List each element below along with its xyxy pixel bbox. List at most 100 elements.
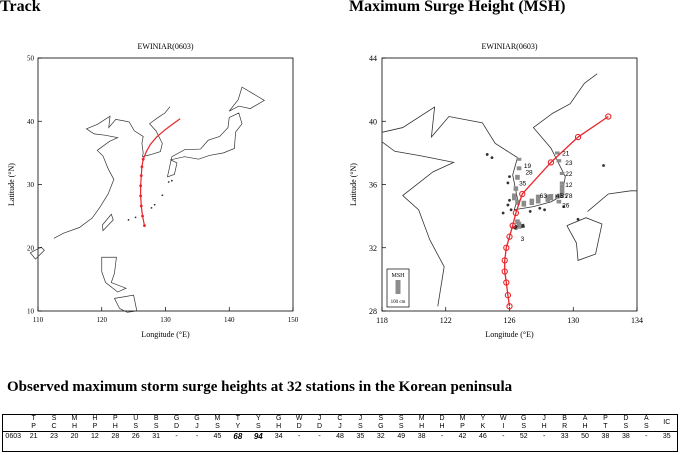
station-code-letter: J — [542, 415, 546, 422]
surge-value: 68 — [227, 431, 249, 441]
station-code-letter: P — [31, 423, 36, 430]
station-code-letter: C — [337, 415, 343, 422]
msh-track-point — [605, 113, 612, 120]
surge-bar — [521, 200, 527, 207]
surge-value: 20 — [64, 431, 85, 441]
ryukyu-island — [161, 194, 164, 197]
china-coastline — [381, 141, 456, 307]
surge-label: 22 — [565, 171, 573, 178]
surge-value: - — [166, 431, 187, 441]
liaodong-coastline — [381, 106, 518, 158]
ryukyu-island — [167, 181, 170, 183]
surge-bar — [515, 174, 520, 180]
track-point — [141, 214, 144, 218]
surge-bar — [555, 194, 560, 199]
station-code-letter: H — [276, 423, 282, 430]
surge-label: 21 — [562, 150, 570, 157]
surge-value: 28 — [105, 431, 126, 441]
island — [508, 198, 511, 202]
track-heading: Track — [0, 0, 41, 15]
station-code: IC — [657, 415, 678, 432]
station-code-letter: W — [295, 415, 303, 422]
island — [528, 209, 532, 213]
surge-value: 35 — [656, 431, 677, 441]
island — [485, 153, 489, 156]
surge-value: 35 — [350, 431, 371, 441]
station-code-letter: S — [51, 415, 57, 422]
station-code-letter: A — [643, 415, 649, 422]
station-code-letter: S — [255, 423, 261, 430]
station-code-letter: D — [317, 423, 323, 430]
station-code-letter: S — [153, 423, 159, 430]
msh-legend-label: MSH — [391, 273, 405, 279]
station-code-letter: T — [31, 415, 36, 422]
station-code-letter: K — [480, 423, 486, 430]
surge-bar — [559, 171, 565, 176]
ryukyu-island — [134, 216, 137, 219]
station-code-letter: R — [562, 423, 568, 430]
surge-label: 19 — [524, 163, 532, 170]
surge-value: - — [186, 431, 208, 441]
x-tick-label: 150 — [288, 316, 299, 324]
station-code-letter: H — [71, 423, 77, 430]
station-code-letter: Y — [480, 415, 486, 422]
station-code-letter: H — [92, 415, 98, 422]
island — [562, 205, 566, 209]
x-tick-label: 130 — [160, 316, 171, 324]
y-tick-label: 30 — [27, 181, 35, 189]
island — [506, 181, 510, 185]
track-point — [139, 204, 143, 208]
surge-bar — [515, 219, 520, 225]
station-code-letter: H — [541, 423, 547, 430]
station-code-letter: P — [603, 415, 608, 422]
surge-label: 23 — [565, 160, 573, 167]
surge-bar — [559, 181, 565, 185]
track-coastline — [53, 106, 171, 239]
surge-value: 34 — [268, 431, 289, 441]
track-map-title: EWINIAR(0603) — [138, 42, 194, 51]
station-code-letter: S — [215, 423, 220, 430]
y-tick-label: 50 — [27, 55, 35, 63]
surge-bar — [515, 199, 520, 206]
ryukyu-island — [153, 203, 156, 206]
station-code-letter: I — [502, 423, 505, 430]
y-tick-label: 32 — [369, 244, 377, 253]
surge-bar — [511, 193, 517, 201]
surge-bar — [516, 157, 522, 161]
surge-label: 63 — [540, 193, 548, 200]
msh-track-point — [506, 233, 513, 240]
surge-bar — [555, 151, 560, 155]
track-map-frame — [37, 57, 294, 312]
y-tick-label: 36 — [369, 181, 377, 190]
station-code-letter: G — [521, 415, 527, 422]
msh-track-point — [574, 133, 582, 141]
surge-value: 46 — [472, 431, 494, 441]
surge-value: - — [636, 431, 657, 441]
island — [506, 203, 510, 207]
surge-value: 94 — [248, 431, 269, 441]
station-code-letter: S — [358, 423, 363, 430]
surge-value: 33 — [554, 431, 575, 441]
hokkaido-coastline — [228, 86, 266, 112]
station-code-letter: S — [398, 423, 404, 430]
station-code-letter: M — [459, 415, 466, 422]
station-code-letter: D — [623, 415, 629, 422]
island — [508, 175, 511, 178]
station-code-letter: A — [582, 415, 588, 422]
station-code-letter: S — [623, 423, 629, 430]
